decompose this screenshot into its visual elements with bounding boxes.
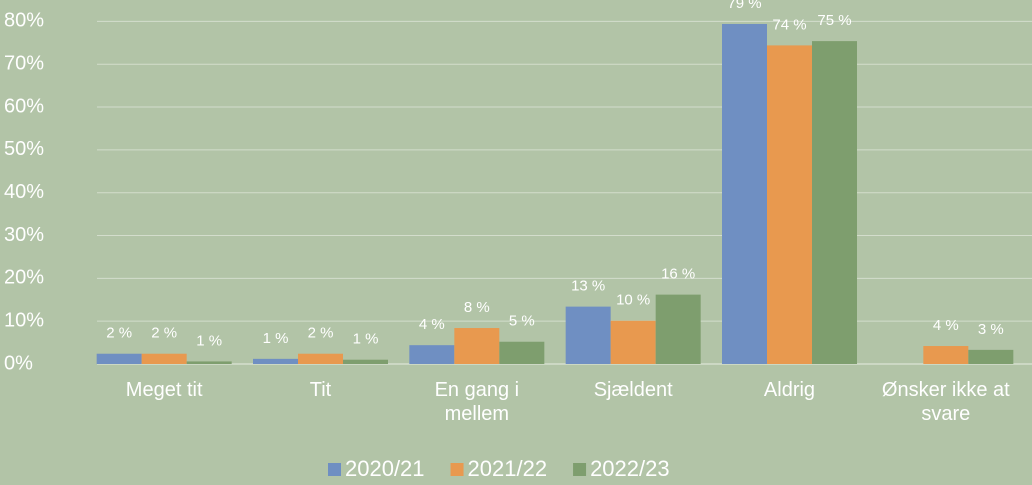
x-tick-label: Sjældent	[593, 379, 673, 401]
bar	[565, 306, 611, 364]
y-tick-label: 20%	[4, 267, 44, 289]
bar	[499, 341, 545, 364]
legend-label: 2022/23	[590, 456, 670, 481]
bar	[409, 345, 455, 364]
bar	[923, 346, 969, 364]
legend-swatch	[450, 463, 464, 476]
y-tick-label: 10%	[4, 309, 44, 331]
bar	[253, 358, 298, 364]
bar	[812, 41, 857, 364]
bar	[96, 353, 142, 364]
bar	[610, 320, 656, 364]
y-tick-label: 80%	[4, 10, 44, 32]
x-tick-label: Tit	[309, 379, 332, 401]
bar	[186, 361, 232, 364]
data-label: 1 %	[196, 332, 222, 349]
data-label: 79 %	[727, 0, 761, 12]
data-label: 1 %	[263, 330, 289, 347]
y-tick-label: 0%	[4, 352, 33, 374]
x-tick-label: Ønsker ikke at svare	[881, 379, 1010, 425]
bar	[454, 328, 500, 364]
legend-label: 2021/22	[468, 456, 548, 481]
x-tick-label: Aldrig	[763, 379, 816, 401]
data-label: 3 %	[978, 321, 1004, 338]
bar	[722, 23, 767, 365]
y-tick-label: 70%	[4, 53, 44, 75]
data-label: 2 %	[308, 325, 334, 342]
x-tick-label: En gang i mellem	[434, 379, 520, 425]
legend-label: 2020/21	[345, 456, 425, 481]
legend-swatch	[573, 463, 587, 476]
bar	[298, 353, 343, 364]
data-label: 2 %	[151, 325, 177, 342]
data-label: 75 %	[817, 12, 851, 29]
y-tick-label: 40%	[4, 181, 44, 203]
data-label: 13 %	[571, 278, 605, 295]
legend-swatch	[328, 463, 341, 476]
y-tick-label: 60%	[4, 95, 44, 117]
data-label: 74 %	[772, 16, 806, 33]
bar	[655, 294, 701, 364]
bar	[968, 349, 1014, 364]
bar	[343, 359, 388, 364]
data-label: 8 %	[464, 299, 490, 316]
bar	[767, 45, 812, 364]
data-label: 2 %	[106, 325, 132, 342]
data-label: 4 %	[419, 316, 445, 333]
data-label: 10 %	[616, 292, 650, 309]
data-label: 1 %	[353, 331, 379, 348]
data-label: 4 %	[933, 317, 959, 334]
bar	[141, 353, 187, 364]
y-tick-label: 30%	[4, 224, 44, 246]
data-label: 5 %	[509, 313, 535, 330]
data-label: 16 %	[661, 266, 695, 283]
x-tick-label: Meget tit	[125, 379, 203, 401]
y-tick-label: 50%	[4, 138, 44, 160]
